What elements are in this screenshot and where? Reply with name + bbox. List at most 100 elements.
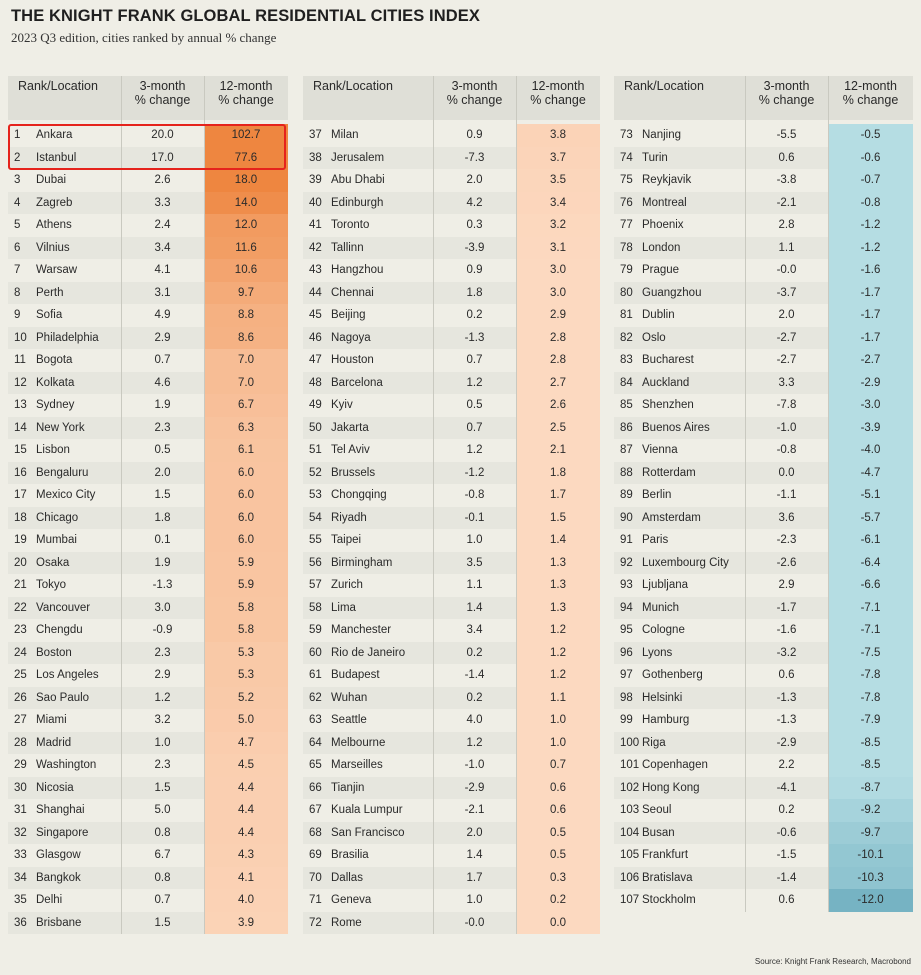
table-row: 58 Lima 1.4 1.3 [303, 596, 600, 619]
heat-cell [516, 664, 600, 687]
heat-cell [828, 506, 913, 529]
city-cell: Montreal [642, 196, 687, 209]
table-row: 93 Ljubljana 2.9 -6.6 [614, 574, 913, 597]
three-month-cell: 3.4 [154, 241, 171, 254]
rank-cell: 100 [620, 736, 640, 749]
twelve-month-cell: 3.9 [238, 916, 254, 929]
city-cell: Prague [642, 264, 680, 276]
heat-cell [204, 799, 288, 822]
three-month-cell: -0.6 [776, 826, 797, 839]
heat-cell [516, 146, 600, 169]
three-month-cell: 3.3 [778, 376, 795, 389]
city-cell: Shanghai [36, 804, 85, 816]
twelve-month-cell: 1.3 [550, 601, 566, 614]
table-row: 34 Bangkok 0.8 4.1 [8, 866, 288, 889]
three-month-cell: 1.0 [154, 736, 171, 749]
city-cell: Zurich [331, 579, 363, 591]
table-row: 83 Bucharest -2.7 -2.7 [614, 349, 913, 372]
three-month-cell: 3.5 [466, 556, 483, 569]
city-cell: Perth [36, 286, 64, 299]
rank-cell: 24 [14, 646, 27, 659]
heat-cell [516, 709, 600, 732]
twelve-month-cell: 1.2 [550, 646, 566, 659]
twelve-month-cell: 2.7 [550, 376, 566, 389]
twelve-month-cell: -7.8 [860, 669, 881, 681]
rank-cell: 106 [620, 871, 640, 884]
twelve-month-cell: 1.0 [550, 736, 566, 749]
header-3-month: 3-month% change [758, 79, 815, 107]
twelve-month-cell: 3.1 [550, 241, 566, 254]
table-row: 40 Edinburgh 4.2 3.4 [303, 191, 600, 214]
table-row: 64 Melbourne 1.2 1.0 [303, 731, 600, 754]
twelve-month-cell: -7.1 [860, 624, 881, 636]
header-rank-location: Rank/Location [624, 79, 704, 93]
rank-cell: 82 [620, 331, 633, 344]
table-row: 86 Buenos Aires -1.0 -3.9 [614, 416, 913, 439]
table-row: 84 Auckland 3.3 -2.9 [614, 371, 913, 394]
rank-cell: 21 [14, 579, 27, 591]
table-row: 82 Oslo -2.7 -1.7 [614, 326, 913, 349]
city-cell: Chicago [36, 511, 79, 524]
table-header: Rank/Location 3-month% change 12-month% ch… [614, 76, 913, 120]
heat-cell [516, 461, 600, 484]
table-row: 72 Rome -0.0 0.0 [303, 911, 600, 934]
heat-cell [516, 596, 600, 619]
city-cell: Beijing [331, 309, 366, 321]
twelve-month-cell: -1.7 [860, 331, 881, 344]
rank-cell: 87 [620, 444, 633, 456]
twelve-month-cell: 5.3 [238, 669, 254, 681]
twelve-month-cell: 5.8 [238, 601, 254, 614]
column-divider [121, 76, 122, 934]
city-cell: San Francisco [331, 826, 405, 839]
three-month-cell: -5.5 [776, 129, 797, 141]
heat-cell [204, 619, 288, 642]
city-cell: Reykjavik [642, 174, 692, 186]
three-month-cell: 2.9 [154, 331, 171, 344]
table-row: 5 Athens 2.4 12.0 [8, 214, 288, 237]
table-header: Rank/Location 3-month% change 12-month% ch… [8, 76, 288, 120]
rank-cell: 26 [14, 691, 27, 704]
city-cell: Phoenix [642, 219, 684, 231]
three-month-cell: 3.3 [154, 196, 171, 209]
rank-cell: 20 [14, 556, 27, 569]
three-month-cell: 1.4 [466, 601, 483, 614]
three-month-cell: 1.1 [778, 241, 795, 254]
rank-cell: 67 [309, 804, 322, 816]
heat-cell [204, 686, 288, 709]
three-month-cell: 1.8 [466, 286, 483, 299]
table-row: 49 Kyiv 0.5 2.6 [303, 394, 600, 417]
heat-cell [204, 484, 288, 507]
table-row: 52 Brussels -1.2 1.8 [303, 461, 600, 484]
table-header: Rank/Location 3-month% change 12-month% ch… [303, 76, 600, 120]
table-row: 25 Los Angeles 2.9 5.3 [8, 664, 288, 687]
heat-cell [516, 641, 600, 664]
three-month-cell: -3.8 [776, 174, 797, 186]
city-cell: Geneva [331, 894, 372, 906]
twelve-month-cell: -5.7 [860, 511, 881, 524]
three-month-cell: 1.4 [466, 849, 483, 861]
twelve-month-cell: -8.7 [860, 781, 881, 794]
rank-cell: 61 [309, 669, 322, 681]
table-row: 20 Osaka 1.9 5.9 [8, 551, 288, 574]
three-month-cell: -0.0 [464, 916, 485, 929]
twelve-month-cell: 2.8 [550, 331, 566, 344]
table-row: 27 Miami 3.2 5.0 [8, 709, 288, 732]
heat-cell [516, 484, 600, 507]
heat-cell [204, 214, 288, 237]
heat-cell [516, 304, 600, 327]
header-3-month: 3-month% change [446, 79, 503, 107]
city-cell: Chongqing [331, 489, 387, 501]
city-cell: Berlin [642, 489, 672, 501]
heat-cell [516, 326, 600, 349]
city-cell: Riga [642, 736, 666, 749]
three-month-cell: -0.9 [152, 624, 173, 636]
column-divider [828, 76, 829, 912]
twelve-month-cell: -1.7 [860, 309, 881, 321]
heat-cell [516, 349, 600, 372]
table-row: 53 Chongqing -0.8 1.7 [303, 484, 600, 507]
table-row: 92 Luxembourg City -2.6 -6.4 [614, 551, 913, 574]
table-row: 30 Nicosia 1.5 4.4 [8, 776, 288, 799]
heat-cell [204, 169, 288, 192]
table-row: 70 Dallas 1.7 0.3 [303, 866, 600, 889]
three-month-cell: -2.9 [464, 781, 485, 794]
